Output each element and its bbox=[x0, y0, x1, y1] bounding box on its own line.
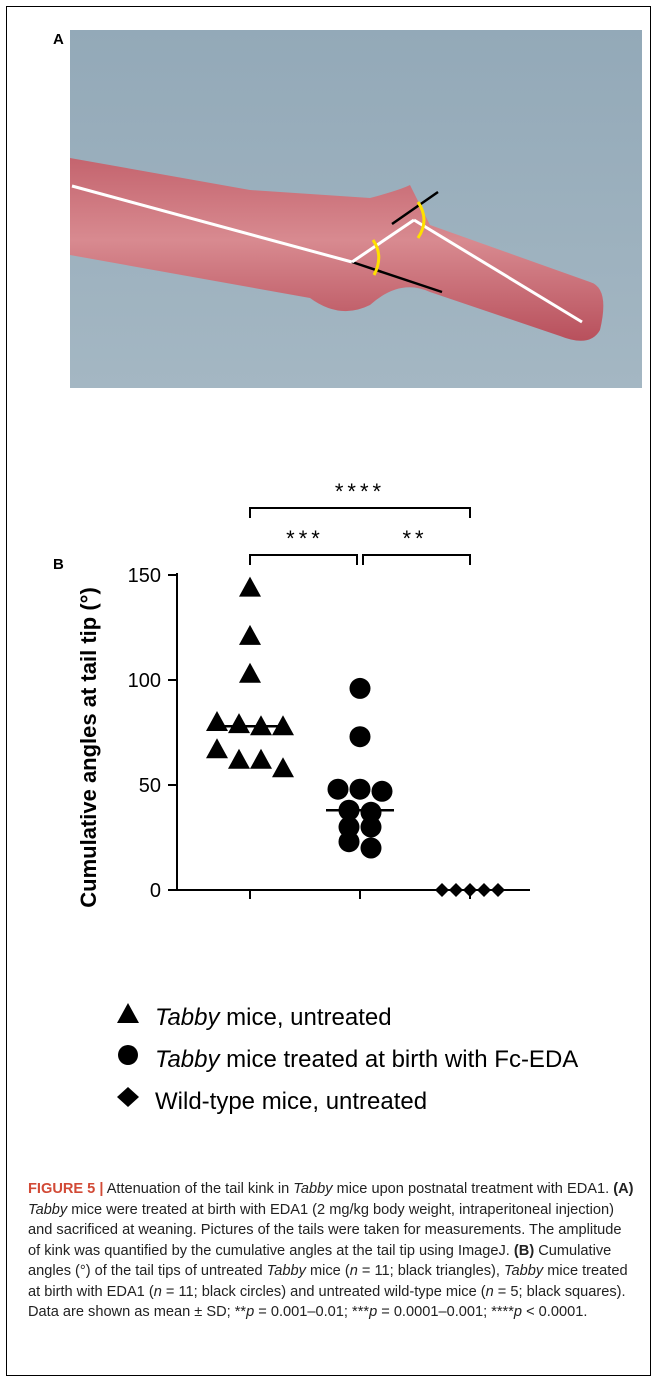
circle-icon bbox=[115, 1043, 147, 1077]
circle-point bbox=[338, 831, 360, 853]
y-tick-label: 100 bbox=[128, 670, 161, 692]
diamond-point bbox=[463, 883, 477, 897]
circle-point bbox=[338, 816, 360, 838]
angle-arc-1 bbox=[371, 239, 381, 276]
y-tick-label: 150 bbox=[128, 565, 161, 587]
panel-a-label: A bbox=[53, 31, 64, 48]
triangle-point bbox=[206, 738, 228, 759]
diamond-icon bbox=[115, 1085, 147, 1119]
significance-label: **** bbox=[335, 479, 385, 504]
circle-point bbox=[349, 726, 371, 748]
tail-shape bbox=[70, 158, 604, 341]
figure-caption: FIGURE 5 | Attenuation of the tail kink … bbox=[28, 1181, 634, 1320]
triangle-icon bbox=[115, 1001, 147, 1035]
significance-bracket bbox=[362, 554, 471, 565]
significance-label: ** bbox=[402, 526, 427, 551]
legend-label-italic: Tabby bbox=[155, 1003, 220, 1031]
distal-axis-line bbox=[413, 218, 583, 324]
legend-item-wild-type: Wild-type mice, untreated bbox=[115, 1084, 427, 1118]
figure-frame bbox=[6, 6, 651, 1376]
diamond-point bbox=[449, 883, 463, 897]
triangle-point bbox=[239, 624, 261, 645]
circle-point bbox=[360, 801, 382, 823]
circle-point bbox=[360, 816, 382, 838]
caption-figure-label: FIGURE 5 | bbox=[28, 1181, 104, 1197]
triangle-point bbox=[239, 662, 261, 683]
triangle-point bbox=[206, 711, 228, 731]
legend-label: mice, untreated bbox=[219, 1003, 392, 1031]
circle-point bbox=[327, 778, 349, 800]
circle-point bbox=[349, 778, 371, 800]
circle-point bbox=[349, 677, 371, 699]
significance-label: *** bbox=[286, 526, 324, 551]
legend-item-tabby-untreated: Tabby mice, untreated bbox=[115, 1000, 392, 1034]
significance-bracket bbox=[249, 554, 358, 565]
middle-axis-line bbox=[351, 218, 415, 264]
circle-point bbox=[371, 780, 393, 802]
significance-bracket bbox=[249, 507, 471, 518]
tail-photo bbox=[70, 30, 642, 388]
tangent-line-upper bbox=[391, 190, 439, 226]
circle-point bbox=[360, 837, 382, 859]
triangle-point bbox=[228, 713, 250, 734]
diamond-point bbox=[477, 883, 491, 897]
legend-label: Wild-type mice, untreated bbox=[155, 1087, 428, 1115]
triangle-point bbox=[250, 748, 272, 769]
y-tick-label: 50 bbox=[139, 775, 161, 797]
diamond-point bbox=[435, 883, 449, 897]
triangle-point bbox=[272, 757, 294, 778]
triangle-point bbox=[228, 748, 250, 769]
panel-b-label: B bbox=[53, 556, 64, 573]
legend-label: mice treated at birth with Fc-EDA bbox=[219, 1045, 579, 1073]
angle-arc-2 bbox=[416, 201, 426, 239]
y-tick-label: 0 bbox=[150, 880, 161, 902]
tangent-line-lower bbox=[351, 260, 443, 294]
diamond-point bbox=[491, 883, 505, 897]
legend-label-italic: Tabby bbox=[155, 1045, 220, 1073]
triangle-point bbox=[239, 576, 261, 597]
proximal-axis-line bbox=[71, 184, 353, 264]
y-axis-label: Cumulative angles at tail tip (°) bbox=[76, 587, 101, 908]
legend-item-tabby-treated: Tabby mice treated at birth with Fc-EDA bbox=[115, 1042, 578, 1076]
